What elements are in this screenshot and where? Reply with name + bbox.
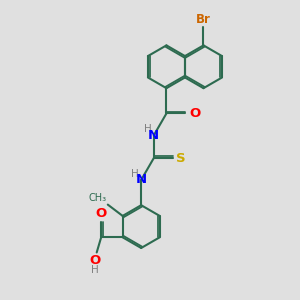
- Text: H: H: [91, 265, 99, 275]
- Text: Br: Br: [196, 13, 211, 26]
- Text: H: H: [131, 169, 139, 179]
- Text: H: H: [144, 124, 152, 134]
- Text: O: O: [189, 107, 200, 120]
- Text: O: O: [90, 254, 101, 267]
- Text: CH₃: CH₃: [88, 193, 106, 203]
- Text: O: O: [95, 207, 107, 220]
- Text: S: S: [176, 152, 186, 165]
- Text: N: N: [136, 173, 147, 186]
- Text: N: N: [148, 129, 159, 142]
